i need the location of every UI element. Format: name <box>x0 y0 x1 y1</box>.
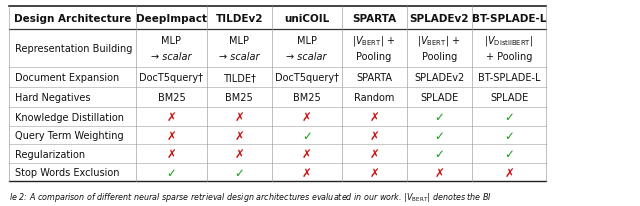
Text: SPARTA: SPARTA <box>352 13 396 23</box>
Text: ✓: ✓ <box>504 110 514 123</box>
Text: ✗: ✗ <box>166 129 177 142</box>
Text: le 2: A comparison of different neural sparse retrieval design architectures eva: le 2: A comparison of different neural s… <box>10 190 493 202</box>
Text: ✗: ✗ <box>302 110 312 123</box>
Text: ✗: ✗ <box>166 110 177 123</box>
Text: ✓: ✓ <box>504 129 514 142</box>
Text: ✗: ✗ <box>435 166 444 179</box>
Text: Random: Random <box>354 93 394 103</box>
Text: TILDEv2: TILDEv2 <box>216 13 263 23</box>
Text: ✗: ✗ <box>234 129 244 142</box>
Text: $|V_{\mathrm{BERT}}|$ +: $|V_{\mathrm{BERT}}|$ + <box>417 34 461 48</box>
Text: DeepImpact: DeepImpact <box>136 13 207 23</box>
Text: ✓: ✓ <box>435 110 444 123</box>
Text: ✗: ✗ <box>369 166 379 179</box>
Text: → scalar: → scalar <box>287 52 327 61</box>
Text: Representation Building: Representation Building <box>15 44 132 54</box>
Text: Document Expansion: Document Expansion <box>15 73 119 83</box>
Text: SPLADEv2: SPLADEv2 <box>414 73 465 83</box>
Text: BT-SPLADE-L: BT-SPLADE-L <box>478 73 540 83</box>
Text: ✗: ✗ <box>166 147 177 160</box>
Text: SPLADE: SPLADE <box>490 93 528 103</box>
Text: Design Architecture: Design Architecture <box>14 13 131 23</box>
Text: ✗: ✗ <box>369 110 379 123</box>
Text: Pooling: Pooling <box>356 52 392 61</box>
Text: SPARTA: SPARTA <box>356 73 392 83</box>
Text: ✓: ✓ <box>435 147 444 160</box>
Text: Hard Negatives: Hard Negatives <box>15 93 90 103</box>
Text: BM25: BM25 <box>293 93 321 103</box>
Text: Stop Words Exclusion: Stop Words Exclusion <box>15 167 119 177</box>
Text: BM25: BM25 <box>225 93 253 103</box>
Text: Pooling: Pooling <box>422 52 457 61</box>
Text: $|V_{\mathrm{BERT}}|$ +: $|V_{\mathrm{BERT}}|$ + <box>352 34 396 48</box>
Text: TILDE†: TILDE† <box>223 73 256 83</box>
Text: ✓: ✓ <box>504 147 514 160</box>
Text: ✗: ✗ <box>234 110 244 123</box>
Text: MLP: MLP <box>161 36 181 46</box>
Text: MLP: MLP <box>229 36 250 46</box>
Text: ✓: ✓ <box>166 166 177 179</box>
Text: BM25: BM25 <box>157 93 185 103</box>
Text: Query Term Weighting: Query Term Weighting <box>15 130 123 140</box>
Text: ✗: ✗ <box>234 147 244 160</box>
Text: ✗: ✗ <box>302 166 312 179</box>
Text: Knowledge Distillation: Knowledge Distillation <box>15 112 124 122</box>
Text: ✗: ✗ <box>369 129 379 142</box>
Text: ✗: ✗ <box>369 147 379 160</box>
Text: SPLADE: SPLADE <box>420 93 458 103</box>
Text: ✓: ✓ <box>435 129 444 142</box>
Text: DocT5query†: DocT5query† <box>140 73 204 83</box>
Text: uniCOIL: uniCOIL <box>284 13 330 23</box>
Text: → scalar: → scalar <box>219 52 260 61</box>
Text: Regularization: Regularization <box>15 149 84 159</box>
Text: + Pooling: + Pooling <box>486 52 532 61</box>
Text: BT-SPLADE-L: BT-SPLADE-L <box>472 13 547 23</box>
Text: ✗: ✗ <box>302 147 312 160</box>
Text: → scalar: → scalar <box>151 52 191 61</box>
Text: $|V_{\mathrm{DistilBERT}}|$: $|V_{\mathrm{DistilBERT}}|$ <box>484 34 534 48</box>
Text: ✓: ✓ <box>302 129 312 142</box>
Text: ✗: ✗ <box>504 166 514 179</box>
Text: MLP: MLP <box>297 36 317 46</box>
Text: ✓: ✓ <box>234 166 244 179</box>
Text: SPLADEv2: SPLADEv2 <box>410 13 469 23</box>
Text: DocT5query†: DocT5query† <box>275 73 339 83</box>
